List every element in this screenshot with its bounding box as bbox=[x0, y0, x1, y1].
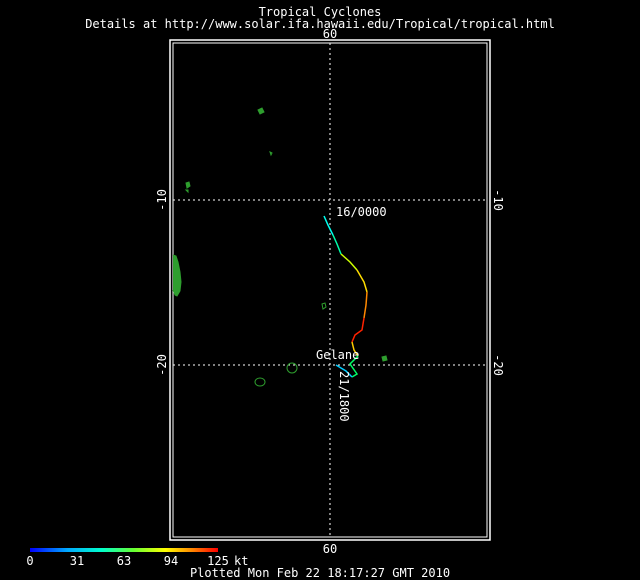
land-islet-2 bbox=[269, 151, 273, 157]
legend-tick-0: 0 bbox=[26, 554, 33, 568]
left-latitude-label-minus10: -10 bbox=[155, 189, 169, 211]
bottom-longitude-label: 60 bbox=[323, 542, 337, 556]
legend-tick-63: 63 bbox=[117, 554, 131, 568]
storm-track bbox=[323, 215, 368, 378]
storm-start-label: 16/0000 bbox=[336, 205, 387, 219]
map-subtitle: Details at http://www.solar.ifa.hawaii.e… bbox=[85, 17, 555, 31]
right-latitude-label-minus10: -10 bbox=[491, 189, 505, 211]
track-segment-5 bbox=[363, 291, 368, 319]
land-islet-4 bbox=[184, 189, 189, 194]
legend-tick-125: 125 bbox=[207, 554, 229, 568]
track-segment-2 bbox=[332, 234, 342, 255]
top-longitude-label: 60 bbox=[323, 27, 337, 41]
track-segment-8 bbox=[349, 355, 359, 378]
land-features bbox=[172, 107, 388, 387]
storm-end-label: 21/1800 bbox=[337, 371, 351, 422]
land-islet-5 bbox=[321, 302, 327, 310]
legend-tick-31: 31 bbox=[70, 554, 84, 568]
legend-unit-label: kt bbox=[234, 554, 248, 568]
land-mauritius bbox=[254, 377, 266, 387]
left-latitude-label-minus20: -20 bbox=[155, 354, 169, 376]
land-islet-3 bbox=[185, 181, 191, 189]
land-islet-6 bbox=[381, 355, 388, 362]
storm-name-label: Gelane bbox=[316, 348, 359, 362]
map-title: Tropical Cyclones bbox=[258, 5, 382, 19]
legend-tick-94: 94 bbox=[164, 554, 178, 568]
track-segment-6 bbox=[351, 317, 365, 343]
track-segment-3 bbox=[340, 253, 358, 271]
plot-timestamp: Plotted Mon Feb 22 18:17:27 GMT 2010 bbox=[189, 566, 451, 580]
land-madagascar-coast bbox=[172, 254, 182, 297]
right-latitude-label-minus20: -20 bbox=[491, 354, 505, 376]
track-segment-4 bbox=[356, 269, 368, 293]
land-islet-1 bbox=[257, 107, 265, 115]
land-reunion bbox=[286, 362, 298, 374]
track-segment-9 bbox=[335, 364, 353, 378]
wind-speed-colorbar bbox=[30, 548, 218, 552]
track-segment-7 bbox=[351, 341, 359, 357]
map-frame-outer bbox=[169, 39, 491, 541]
track-segment-1 bbox=[323, 215, 334, 236]
